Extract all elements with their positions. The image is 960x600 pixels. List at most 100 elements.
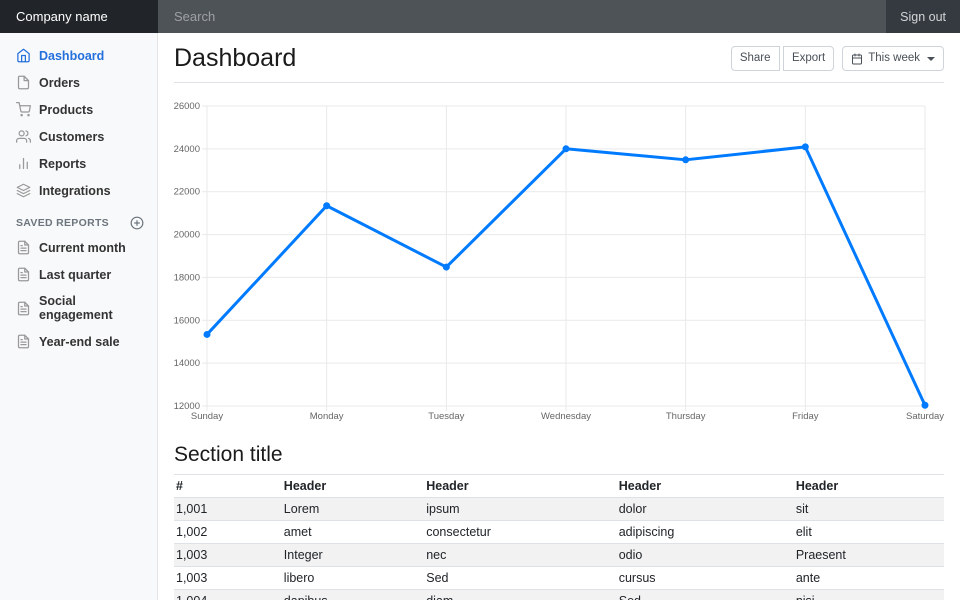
sidebar-item-year-end-sale[interactable]: Year-end sale	[0, 328, 158, 355]
table-cell: libero	[281, 566, 425, 590]
svg-text:26000: 26000	[174, 101, 200, 112]
sign-out-link[interactable]: Sign out	[900, 9, 946, 24]
table-cell: sit	[793, 497, 944, 521]
table-cell: 1,003	[174, 543, 282, 567]
sidebar-item-label: Dashboard	[39, 48, 105, 63]
table-cell: nisi	[793, 589, 944, 600]
table-cell: ipsum	[424, 497, 617, 521]
sidebar-item-orders[interactable]: Orders	[0, 69, 158, 96]
table-cell: 1,002	[174, 520, 282, 544]
svg-text:18000: 18000	[174, 272, 200, 283]
table-cell: consectetur	[424, 520, 617, 544]
users-icon	[16, 129, 31, 144]
table-header-cell: Header	[616, 474, 794, 498]
share-export-group: Share Export	[730, 46, 835, 71]
table-row: 1,003 libero Sed cursus ante	[174, 566, 944, 590]
sidebar-item-label: Reports	[39, 156, 87, 171]
sidebar-item-label: Customers	[39, 129, 105, 144]
table-cell: adipiscing	[616, 520, 794, 544]
sidebar-item-label: Year-end sale	[39, 334, 120, 349]
caret-down-icon	[927, 56, 935, 61]
export-button[interactable]: Export	[782, 46, 835, 71]
table-cell: ante	[793, 566, 944, 590]
table-header-cell: Header	[424, 474, 617, 498]
layers-icon	[16, 183, 31, 198]
svg-text:Friday: Friday	[792, 411, 819, 422]
sidebar-item-label: Products	[39, 102, 94, 117]
sidebar-item-dashboard[interactable]: Dashboard	[0, 42, 158, 69]
sidebar-item-social-engagement[interactable]: Social engagement	[0, 288, 158, 328]
svg-text:24000: 24000	[174, 144, 200, 155]
table-cell: 1,001	[174, 497, 282, 521]
section-title: Section title	[174, 443, 283, 466]
sidebar-item-reports[interactable]: Reports	[0, 150, 158, 177]
table-row: 1,001 Lorem ipsum dolor sit	[174, 497, 944, 521]
shopping-cart-icon	[16, 102, 31, 117]
data-table: # Header Header Header Header 1,001 Lorem ipsu…	[174, 474, 944, 600]
svg-text:22000: 22000	[174, 187, 200, 198]
file-text-icon	[16, 240, 31, 255]
sidebar-item-label: Social engagement	[39, 294, 113, 322]
table-row: 1,002 amet consectetur adipiscing elit	[174, 520, 944, 544]
sidebar-item-products[interactable]: Products	[0, 96, 158, 123]
table-cell: Sed	[616, 589, 794, 600]
table-header-cell: Header	[281, 474, 425, 498]
table-cell: dolor	[616, 497, 794, 521]
table-row: 1,003 Integer nec odio Praesent	[174, 543, 944, 567]
plus-circle-icon[interactable]	[130, 216, 144, 230]
svg-text:Thursday: Thursday	[666, 411, 706, 422]
share-button[interactable]: Share	[730, 46, 780, 71]
table-header-row: # Header Header Header Header	[174, 474, 944, 498]
sidebar-item-integrations[interactable]: Integrations	[0, 177, 158, 204]
file-text-icon	[16, 267, 31, 282]
sidebar-item-current-month[interactable]: Current month	[0, 234, 158, 261]
saved-reports-heading: Saved reports	[0, 204, 158, 234]
table-cell: Integer	[281, 543, 425, 567]
table-cell: Praesent	[793, 543, 944, 567]
table-cell: cursus	[616, 566, 794, 590]
table-cell: 1,003	[174, 566, 282, 590]
table-cell: elit	[793, 520, 944, 544]
table-cell: 1,004	[174, 589, 282, 600]
table-cell: dapibus	[281, 589, 425, 600]
sidebar-item-label: Integrations	[39, 183, 111, 198]
file-text-icon	[16, 334, 31, 349]
sidebar-item-label: Last quarter	[39, 267, 112, 282]
table-row: 1,004dapibusdiamSednisi	[174, 589, 944, 600]
sidebar-item-label: Orders	[39, 75, 80, 90]
table-cell: Lorem	[281, 497, 425, 521]
sidebar-item-customers[interactable]: Customers	[0, 123, 158, 150]
table-header-cell: #	[174, 474, 282, 498]
home-icon	[16, 48, 31, 63]
table-cell: nec	[424, 543, 617, 567]
main-content: Dashboard Share Export This week 12000 14…	[158, 33, 960, 600]
page-header: Dashboard Share Export This week	[174, 33, 944, 83]
saved-reports-nav: Current month Last quarter Social engage…	[0, 234, 158, 355]
table-cell: diam	[424, 589, 617, 600]
brand-link[interactable]: Company name	[0, 0, 158, 33]
toolbar: Share Export This week	[730, 46, 944, 71]
sidebar-item-last-quarter[interactable]: Last quarter	[0, 261, 158, 288]
svg-text:16000: 16000	[174, 315, 200, 326]
svg-text:14000: 14000	[174, 358, 200, 369]
bar-chart-icon	[16, 156, 31, 171]
svg-text:Saturday: Saturday	[906, 411, 944, 422]
sidebar: Dashboard Orders Products Customers Repo…	[0, 33, 158, 600]
file-icon	[16, 75, 31, 90]
table-cell: amet	[281, 520, 425, 544]
sidebar-item-label: Current month	[39, 240, 126, 255]
svg-text:12000: 12000	[174, 401, 200, 412]
svg-text:Sunday: Sunday	[191, 411, 223, 422]
table-cell: odio	[616, 543, 794, 567]
svg-text:20000: 20000	[174, 230, 200, 241]
sales-line-chart: 12000 14000 16000 18000 20000 22000 24000 26000…	[174, 99, 945, 424]
calendar-icon	[851, 53, 863, 65]
search-input[interactable]	[158, 0, 887, 33]
period-dropdown-button[interactable]: This week	[842, 46, 944, 71]
saved-reports-label: Saved reports	[16, 217, 109, 229]
top-navbar: Company name Sign out	[0, 0, 960, 33]
file-text-icon	[16, 301, 31, 316]
period-label: This week	[868, 52, 920, 65]
table-cell: Sed	[424, 566, 617, 590]
svg-text:Wednesday: Wednesday	[541, 411, 591, 422]
